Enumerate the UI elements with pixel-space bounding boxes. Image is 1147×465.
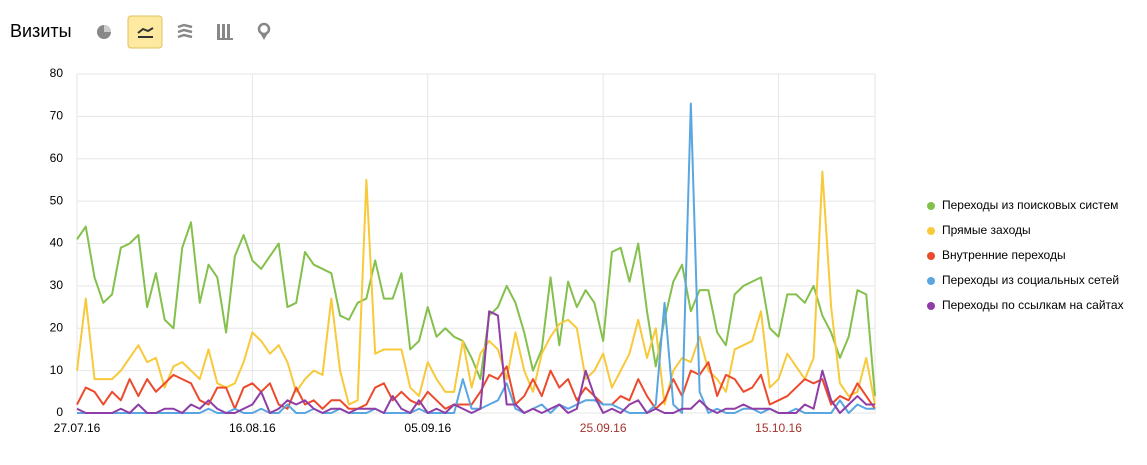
area-button[interactable] — [177, 23, 193, 39]
legend-item[interactable]: Переходы из поисковых систем — [927, 198, 1118, 212]
pie-button[interactable] — [97, 25, 111, 39]
x-tick-label: 25.09.16 — [580, 421, 627, 435]
y-tick-label: 70 — [50, 109, 64, 123]
legend-item[interactable]: Переходы по ссылкам на сайтах — [927, 298, 1124, 312]
y-tick-label: 60 — [50, 151, 64, 165]
chart-type-buttons[interactable] — [97, 15, 271, 49]
legend-item[interactable]: Внутренние переходы — [927, 248, 1066, 262]
y-tick-label: 80 — [50, 66, 64, 80]
legend-label: Прямые заходы — [942, 223, 1031, 237]
page-title: Визиты — [10, 21, 72, 41]
series-line — [76, 170, 876, 406]
bar-button[interactable] — [217, 24, 233, 40]
y-tick-label: 40 — [50, 236, 64, 250]
y-tick-label: 20 — [50, 320, 64, 334]
legend-marker — [927, 277, 935, 285]
legend-label: Переходы по ссылкам на сайтах — [942, 298, 1124, 312]
legend-label: Переходы из социальных сетей — [942, 273, 1119, 287]
legend-item[interactable]: Переходы из социальных сетей — [927, 273, 1119, 287]
legend-marker — [927, 227, 935, 235]
y-tick-label: 30 — [50, 278, 64, 292]
x-tick-label: 27.07.16 — [54, 421, 101, 435]
legend-label: Внутренние переходы — [942, 248, 1066, 262]
line-button[interactable] — [127, 15, 163, 49]
legend-marker — [927, 202, 935, 210]
legend-item[interactable]: Прямые заходы — [927, 223, 1031, 237]
x-tick-label: 15.10.16 — [755, 421, 802, 435]
legend-marker — [927, 252, 935, 260]
series-line — [77, 102, 875, 414]
x-tick-label: 16.08.16 — [229, 421, 276, 435]
legend-label: Переходы из поисковых систем — [942, 198, 1118, 212]
series-line — [76, 310, 875, 414]
y-tick-label: 0 — [56, 405, 63, 419]
map-button[interactable] — [257, 22, 271, 40]
y-tick-label: 50 — [50, 193, 64, 207]
x-tick-label: 05.09.16 — [404, 421, 451, 435]
y-tick-label: 10 — [50, 363, 64, 377]
legend-marker — [927, 302, 935, 310]
